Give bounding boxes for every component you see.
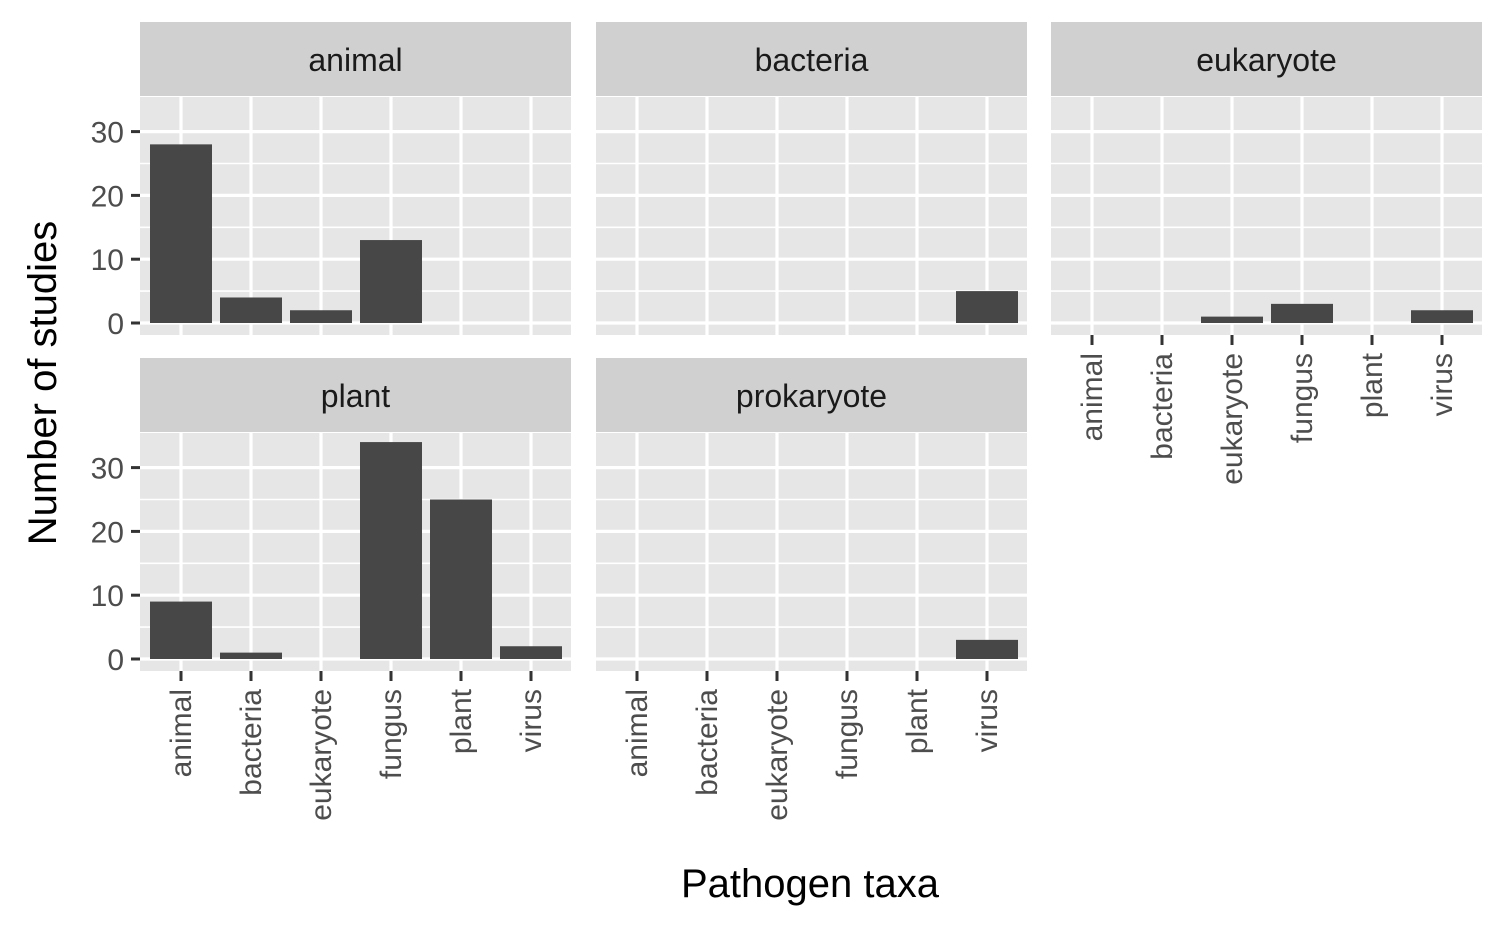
facet-strip [140,22,571,96]
x-tick-label: plant [1356,352,1389,418]
x-tick-label: bacteria [1146,353,1179,460]
bar-animal-animal [150,144,212,323]
x-tick-label: fungus [831,689,864,779]
x-tick-label: fungus [1286,353,1319,443]
bar-plant-virus [500,646,562,659]
bar-plant-plant [430,499,492,659]
y-tick-label: 10 [91,580,124,613]
facet-panel-animal: animal 0 10 20 30 [91,22,571,341]
x-tick-label: animal [1076,353,1109,441]
bar-plant-fungus [360,442,422,659]
facet-strip-label: prokaryote [736,378,887,414]
y-axis-title: Number of studies [21,221,65,546]
x-tick-label: virus [1426,353,1459,416]
facet-strip-label: plant [321,378,391,414]
panels-layer: animal 0 10 20 30 bacteria eukaryote animal bact… [91,22,1482,821]
x-tick-label: animal [165,689,198,777]
facet-panel-plant: plant 0 10 20 30 animal bacteria eukaryote fungu… [91,358,571,821]
facet-strip [596,358,1027,432]
facet-panel-prokaryote: prokaryote animal bacteria eukaryote fungus p… [596,358,1027,821]
facet-strip-label: bacteria [755,42,869,78]
x-tick-label: virus [971,689,1004,752]
x-tick-label: plant [901,688,934,754]
x-tick-label: eukaryote [1216,353,1249,485]
panel-background [1051,97,1482,335]
panel-background [596,433,1027,671]
facet-strip [140,358,571,432]
bar-animal-eukaryote [290,310,352,323]
x-tick-label: virus [515,689,548,752]
x-tick-label: eukaryote [305,689,338,821]
facet-panel-eukaryote: eukaryote animal bacteria eukaryote fungus pl… [1051,22,1482,485]
facet-strip-label: animal [308,42,402,78]
y-tick-label: 30 [91,117,124,150]
bar-animal-bacteria [220,297,282,323]
y-tick-label: 0 [107,308,124,341]
panel-background [596,97,1027,335]
y-tick-label: 0 [107,644,124,677]
bar-eukaryote-eukaryote [1201,316,1263,323]
y-tick-label: 20 [91,516,124,549]
bar-eukaryote-virus [1411,310,1473,323]
facet-strip [596,22,1027,96]
bar-bacteria-virus [956,291,1018,323]
x-tick-label: plant [445,688,478,754]
facet-panel-bacteria: bacteria [596,22,1027,335]
facet-strip [1051,22,1482,96]
bar-plant-animal [150,601,212,659]
x-tick-label: fungus [375,689,408,779]
y-tick-label: 20 [91,180,124,213]
bar-eukaryote-fungus [1271,303,1333,323]
x-axis-title: Pathogen taxa [681,862,940,906]
y-tick-label: 10 [91,244,124,277]
x-tick-label: eukaryote [761,689,794,821]
bar-animal-fungus [360,240,422,323]
x-tick-label: animal [621,689,654,777]
bar-plant-bacteria [220,652,282,659]
y-tick-label: 30 [91,453,124,486]
facet-strip-label: eukaryote [1196,42,1337,78]
x-tick-label: bacteria [691,689,724,796]
x-tick-label: bacteria [235,689,268,796]
bar-prokaryote-virus [956,639,1018,659]
